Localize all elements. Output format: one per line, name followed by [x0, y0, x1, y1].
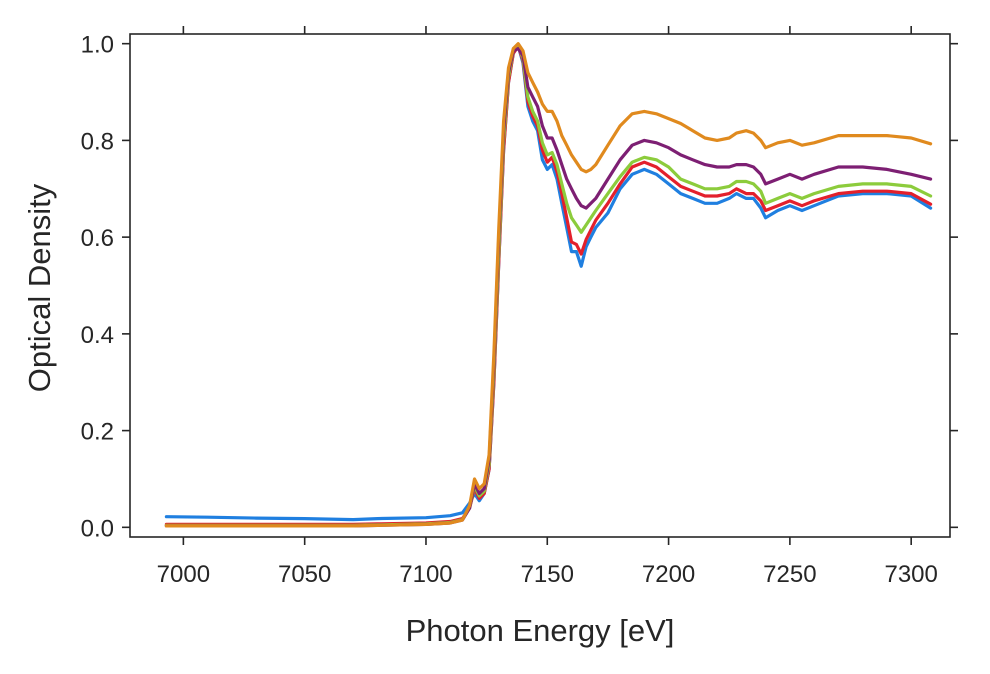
series-line-blue: [164, 44, 933, 522]
x-tick-label: 7000: [157, 561, 210, 588]
series-layer: [164, 42, 933, 528]
x-tick-label: 7050: [278, 561, 331, 588]
x-tick-label: 7100: [399, 561, 452, 588]
y-axis: 0.0 0.2 0.4 0.6 0.8 1.0: [81, 32, 958, 542]
y-tick-label: 0.6: [81, 225, 114, 252]
series-line-red: [164, 44, 933, 526]
y-tick-label: 0.2: [81, 419, 114, 446]
plot-frame: [129, 33, 951, 538]
y-tick-label: 1.0: [81, 32, 114, 59]
x-axis-title: Photon Energy [eV]: [406, 613, 675, 648]
x-tick-label: 7200: [642, 561, 695, 588]
series-line-orange: [164, 42, 933, 528]
y-tick-label: 0.4: [81, 322, 114, 349]
y-axis-title: Optical Density: [22, 183, 57, 392]
x-tick-label: 7150: [521, 561, 574, 588]
series-line-green: [164, 44, 933, 527]
y-tick-label: 0.0: [81, 515, 114, 542]
x-tick-label: 7250: [763, 561, 816, 588]
x-tick-label: 7300: [884, 561, 937, 588]
x-axis: 7000 7050 7100 7150 7200 7250 7300: [157, 26, 938, 588]
y-tick-label: 0.8: [81, 128, 114, 155]
series-line-purple: [164, 46, 933, 528]
